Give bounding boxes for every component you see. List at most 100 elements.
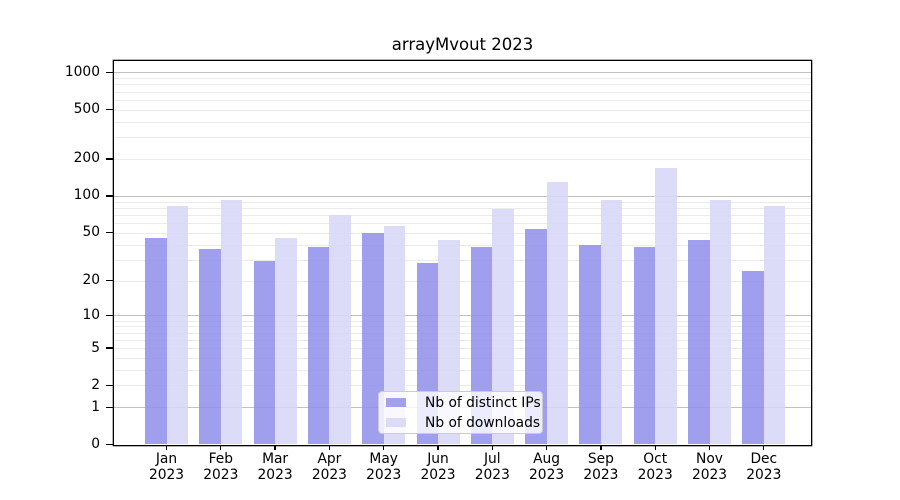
legend-label-downloads: Nb of downloads	[425, 414, 541, 431]
gridline-minor	[114, 385, 811, 387]
gridline-minor	[114, 259, 811, 261]
x-tick-mark	[600, 445, 602, 451]
gridline-minor	[114, 137, 811, 139]
gridline-minor	[114, 223, 811, 225]
x-tick-label: Sep 2023	[583, 450, 619, 483]
legend-label-distinct-ips: Nb of distinct IPs	[425, 394, 541, 411]
bar-distinct-ips	[525, 228, 547, 445]
bar-downloads	[546, 181, 569, 445]
legend-swatch-downloads	[386, 417, 406, 428]
bar-distinct-ips	[633, 247, 656, 445]
gridline-minor	[114, 201, 811, 203]
x-tick-mark	[165, 445, 168, 451]
x-tick-label: Mar 2023	[257, 450, 293, 483]
gridline-minor	[114, 207, 811, 209]
y-tick-label: 1	[91, 398, 100, 415]
bar-distinct-ips	[253, 261, 276, 445]
gridline-minor	[114, 320, 811, 322]
y-tick-label: 2	[91, 376, 100, 393]
y-tick-label: 100	[73, 187, 100, 204]
y-tick-label: 200	[73, 150, 100, 167]
gridline-minor	[114, 232, 811, 234]
bar-distinct-ips	[579, 244, 601, 445]
y-tick-mark	[106, 195, 113, 197]
gridline-minor	[114, 109, 811, 111]
plot-area: Nb of distinct IPs Nb of downloads	[114, 61, 811, 445]
bar-distinct-ips	[742, 271, 764, 445]
bar-downloads	[655, 168, 677, 445]
x-tick-label: Oct 2023	[637, 450, 673, 483]
gridline-minor	[114, 158, 811, 160]
gridline-minor	[114, 339, 811, 341]
bar-distinct-ips	[199, 248, 221, 445]
y-tick-mark	[106, 158, 113, 160]
bar-downloads	[492, 209, 514, 445]
x-tick-label: Jul 2023	[474, 450, 510, 483]
y-tick-mark	[106, 279, 113, 282]
legend-item-downloads: Nb of downloads	[386, 414, 542, 432]
legend: Nb of distinct IPs Nb of downloads	[378, 391, 543, 434]
y-tick-mark	[106, 384, 113, 386]
bar-downloads	[763, 205, 786, 445]
gridline-minor	[114, 348, 811, 349]
bar-downloads	[383, 225, 406, 445]
y-tick-label: 1000	[64, 63, 100, 80]
bar-distinct-ips	[307, 247, 330, 445]
y-tick-label: 5	[91, 339, 100, 356]
y-tick-mark	[106, 314, 113, 316]
y-tick-label: 50	[82, 224, 100, 241]
gridline-minor	[114, 214, 811, 216]
gridline-major	[114, 195, 811, 197]
x-tick-mark	[274, 445, 276, 451]
x-tick-mark	[383, 445, 385, 451]
bar-distinct-ips	[688, 239, 710, 445]
legend-swatch-distinct-ips	[386, 397, 406, 408]
bar-downloads	[329, 214, 351, 445]
gridline-minor	[114, 280, 811, 282]
gridline-minor	[114, 244, 811, 246]
x-tick-label: Feb 2023	[203, 450, 239, 483]
x-tick-mark	[491, 445, 493, 451]
gridline-minor	[114, 332, 811, 334]
bar-downloads	[166, 205, 188, 445]
bar-downloads	[709, 199, 731, 445]
y-tick-mark	[106, 443, 113, 446]
x-tick-mark	[708, 445, 711, 451]
y-tick-mark	[106, 347, 113, 349]
gridline-minor	[114, 78, 811, 80]
x-tick-label: May 2023	[366, 450, 402, 483]
x-tick-mark	[545, 445, 548, 451]
gridline-minor	[114, 326, 811, 328]
x-tick-label: Jan 2023	[148, 450, 185, 483]
y-tick-mark	[106, 71, 113, 74]
gridline-major	[114, 315, 811, 317]
legend-item-distinct-ips: Nb of distinct IPs	[386, 394, 542, 412]
gridline-minor	[114, 357, 811, 359]
y-tick-label: 0	[91, 436, 100, 452]
x-tick-label: Aug 2023	[529, 450, 565, 483]
gridline-minor	[114, 99, 811, 101]
gridline-minor	[114, 91, 811, 93]
gridline-minor	[114, 369, 811, 371]
x-tick-label: Apr 2023	[311, 450, 347, 483]
y-tick-mark	[106, 406, 113, 408]
bar-downloads	[220, 199, 243, 445]
x-tick-label: Nov 2023	[691, 450, 728, 483]
bar-distinct-ips	[145, 238, 167, 445]
gridline-minor	[114, 84, 811, 86]
chart-title: arrayMvout 2023	[391, 35, 534, 54]
bar-downloads	[275, 238, 297, 445]
x-tick-mark	[654, 445, 656, 451]
x-tick-mark	[763, 445, 765, 451]
y-tick-label: 500	[73, 101, 100, 118]
y-tick-label: 10	[82, 306, 100, 323]
gridline-major	[114, 72, 811, 74]
x-tick-mark	[437, 445, 439, 451]
y-tick-mark	[106, 109, 113, 111]
x-tick-mark	[328, 445, 331, 451]
gridline-minor	[114, 121, 811, 123]
bar-downloads	[600, 199, 623, 445]
y-tick-label: 20	[82, 272, 100, 289]
x-tick-mark	[220, 445, 222, 451]
x-tick-label: Dec 2023	[746, 450, 782, 483]
